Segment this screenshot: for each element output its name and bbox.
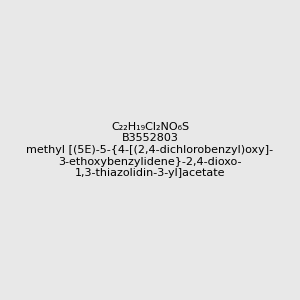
Text: C₂₂H₁₉Cl₂NO₆S
B3552803
methyl [(5E)-5-{4-[(2,4-dichlorobenzyl)oxy]-
3-ethoxybenz: C₂₂H₁₉Cl₂NO₆S B3552803 methyl [(5E)-5-{4… (26, 122, 274, 178)
